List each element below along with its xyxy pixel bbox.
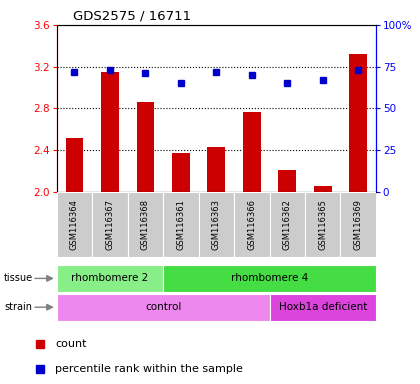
Text: GSM116369: GSM116369 (354, 199, 362, 250)
Bar (163, 192, 199, 257)
Bar (101, 72, 119, 192)
Bar (57, 294, 270, 321)
Bar (57, 265, 163, 292)
Bar (92, 192, 128, 257)
Bar (57, 192, 92, 257)
Text: GDS2575 / 16711: GDS2575 / 16711 (73, 9, 191, 22)
Text: Hoxb1a deficient: Hoxb1a deficient (278, 302, 367, 312)
Text: rhombomere 2: rhombomere 2 (71, 273, 149, 283)
Bar (270, 192, 305, 257)
Text: tissue: tissue (4, 273, 33, 283)
Bar (270, 294, 376, 321)
Text: GSM116366: GSM116366 (247, 199, 256, 250)
Bar (199, 192, 234, 257)
Text: GSM116365: GSM116365 (318, 199, 327, 250)
Bar (172, 153, 190, 192)
Bar (163, 265, 376, 292)
Bar (314, 186, 331, 192)
Bar (349, 54, 367, 192)
Bar (305, 192, 341, 257)
Text: GSM116368: GSM116368 (141, 199, 150, 250)
Text: GSM116362: GSM116362 (283, 199, 292, 250)
Text: count: count (55, 339, 87, 349)
Text: GSM116364: GSM116364 (70, 199, 79, 250)
Bar (207, 147, 225, 192)
Bar (341, 192, 376, 257)
Text: GSM116367: GSM116367 (105, 199, 114, 250)
Bar (234, 192, 270, 257)
Bar (243, 112, 261, 192)
Bar (136, 102, 154, 192)
Text: percentile rank within the sample: percentile rank within the sample (55, 364, 243, 374)
Text: control: control (145, 302, 181, 312)
Text: rhombomere 4: rhombomere 4 (231, 273, 308, 283)
Bar (66, 138, 83, 192)
Text: strain: strain (4, 302, 32, 312)
Bar (278, 170, 296, 192)
Text: GSM116363: GSM116363 (212, 199, 221, 250)
Bar (128, 192, 163, 257)
Text: GSM116361: GSM116361 (176, 199, 185, 250)
